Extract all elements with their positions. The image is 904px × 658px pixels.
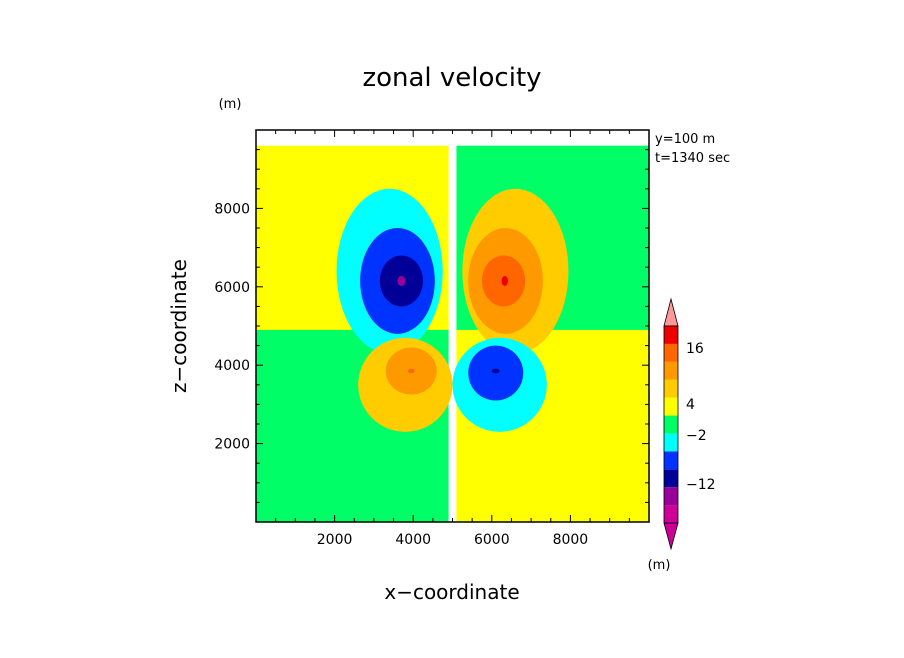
y-unit-label: (m) [219, 97, 242, 112]
y-axis-label: z−coordinate [167, 259, 191, 393]
colorbar-swatch [664, 505, 678, 523]
colorbar-swatch [664, 379, 678, 398]
colorbar-tick-label: −12 [686, 477, 716, 493]
colorbar-extend-low [663, 522, 679, 551]
colorbar-swatch [664, 397, 678, 416]
colorbar-tick-label: 16 [686, 341, 704, 357]
colorbar-frame [663, 325, 679, 524]
colorbar-swatch [664, 433, 678, 452]
y-tick-label: 6000 [214, 280, 250, 296]
x-tick-label: 2000 [317, 532, 353, 548]
contour-region [408, 368, 415, 374]
y-tick-label: 2000 [214, 437, 250, 453]
colorbar-swatch [664, 326, 678, 344]
colorbar-extend-high [663, 297, 679, 327]
colorbar-tick-label: 4 [686, 397, 695, 413]
colorbar-unit-label: (m) [648, 558, 671, 573]
chart-title: zonal velocity [362, 63, 541, 93]
x-tick-label: 8000 [553, 532, 589, 548]
colorbar-swatch [664, 361, 678, 380]
colorbar-swatch [664, 343, 678, 362]
contour-region [501, 275, 508, 287]
x-axis-label: x−coordinate [384, 580, 519, 604]
annotation-y: y=100 m [655, 132, 715, 147]
colorbar-swatch [664, 487, 678, 506]
colorbar-swatch [664, 451, 678, 470]
colorbar-swatch [664, 469, 678, 488]
contour-region [397, 275, 406, 287]
annotation-t: t=1340 sec [655, 151, 730, 166]
colorbar-tick-label: −2 [686, 428, 707, 444]
contour-region [491, 368, 500, 374]
y-tick-label: 4000 [214, 358, 250, 374]
colorbar: 16 4 −2 −12 [663, 297, 716, 551]
y-tick-label: 8000 [214, 201, 250, 217]
x-tick-label: 6000 [474, 532, 510, 548]
colorbar-swatch [664, 415, 678, 434]
x-tick-label: 4000 [395, 532, 431, 548]
plot-area: 2000 4000 6000 8000 2000 4000 6000 8000 [214, 129, 650, 548]
